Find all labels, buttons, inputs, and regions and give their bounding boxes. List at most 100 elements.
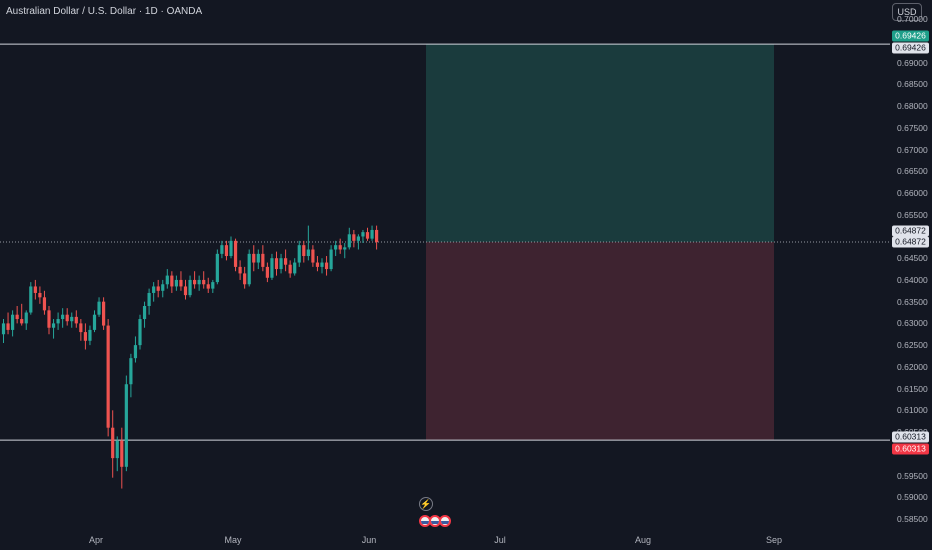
candle-body [233, 240, 238, 267]
candle-body [42, 297, 47, 311]
candle-body [256, 253, 260, 263]
price-tick-label: 0.59500 [897, 470, 928, 481]
month-label-apr: Apr [88, 535, 104, 545]
candle-body [215, 253, 219, 283]
price-tick-label: 0.64500 [897, 253, 928, 264]
candle-body [161, 284, 165, 291]
candle-body [24, 312, 28, 324]
candle-body [79, 323, 83, 333]
candle-body [243, 273, 247, 285]
candle-body [288, 264, 292, 274]
candle-body [375, 229, 379, 243]
candle-body [74, 316, 78, 324]
candle-body [311, 249, 315, 263]
candle-body [279, 258, 283, 270]
candle-body [347, 234, 351, 248]
candle-body [65, 314, 69, 322]
candle-body [33, 286, 37, 293]
candle-body [1, 323, 6, 335]
stop-level-tag: 0.60313 [892, 431, 929, 443]
candle-body [224, 245, 229, 257]
candle-body [56, 319, 60, 324]
price-tick-label: 0.67000 [897, 144, 928, 155]
loss-zone [426, 242, 774, 441]
candle-body [51, 323, 56, 328]
flag-icon[interactable] [439, 515, 451, 527]
candle-body [111, 427, 115, 459]
candle-body [97, 301, 101, 315]
price-tick-label: 0.63500 [897, 296, 928, 307]
candle-body [329, 249, 333, 270]
candle-body [361, 232, 365, 237]
candle-body [174, 279, 178, 287]
price-tick-label: 0.61500 [897, 383, 928, 394]
candle-body [170, 275, 174, 287]
month-label-may: May [224, 535, 242, 545]
candle-body [302, 245, 306, 257]
candle-body [138, 319, 142, 346]
candle-body [238, 266, 242, 274]
month-label-sep: Sep [765, 535, 783, 545]
candle-body [133, 345, 138, 359]
candle-body [220, 245, 224, 254]
candle-body [343, 247, 347, 250]
target-level-tag: 0.69426 [892, 42, 929, 54]
profit-zone [426, 44, 774, 243]
lightning-icon[interactable]: ⚡ [419, 497, 433, 511]
price-tick-label: 0.59000 [897, 492, 928, 503]
candle-body [179, 279, 183, 287]
candle-body [115, 440, 119, 459]
currency-button[interactable]: USD [892, 3, 922, 21]
price-tick-label: 0.61000 [897, 405, 928, 416]
price-tick-label: 0.62000 [897, 361, 928, 372]
candle-body [38, 292, 42, 298]
candle-body [188, 279, 192, 296]
candle-body [211, 282, 215, 289]
price-tick-label: 0.67500 [897, 122, 928, 133]
candle-body [6, 323, 10, 330]
candle-body [102, 301, 106, 326]
price-tick-label: 0.64000 [897, 274, 928, 285]
candle-body [15, 314, 19, 320]
candle-body [270, 258, 274, 278]
candle-body [252, 253, 256, 263]
entry-price-tag: 0.64872 [892, 225, 929, 237]
candle-body [197, 279, 201, 285]
candle-body [265, 266, 269, 278]
candle-body [147, 292, 151, 307]
candle-body [29, 286, 33, 313]
candle-body [83, 332, 87, 341]
candle-body [334, 245, 338, 250]
candle-body [20, 319, 24, 324]
candle-body [206, 284, 210, 289]
price-tick-label: 0.69000 [897, 57, 928, 68]
price-tick-label: 0.66000 [897, 188, 928, 198]
candle-body [11, 314, 15, 330]
candle-body [61, 314, 65, 320]
candle-body [120, 440, 124, 467]
candle-body [338, 245, 342, 250]
price-tick-label: 0.63000 [897, 318, 928, 329]
candle-body [229, 240, 233, 257]
candle-body [156, 286, 160, 291]
price-tick-label: 0.70000 [897, 14, 928, 25]
candle-body [324, 262, 329, 270]
price-tick-label: 0.68500 [897, 79, 928, 90]
candle-body [284, 258, 288, 265]
candle-body [261, 253, 265, 267]
candle-body [183, 286, 188, 296]
candle-body [202, 279, 206, 285]
candle-body [92, 314, 97, 330]
month-label-jun: Jun [361, 535, 377, 545]
candle-body [88, 329, 92, 341]
price-tick-label: 0.66500 [897, 166, 928, 177]
symbol-title[interactable]: Australian Dollar / U.S. Dollar · 1D · O… [6, 6, 203, 17]
candle-body [124, 384, 128, 467]
candle-body [70, 316, 74, 322]
candle-body [320, 262, 324, 267]
stop-price-tag: 0.60313 [892, 443, 929, 455]
candle-body [106, 325, 110, 428]
target-price-tag: 0.69426 [892, 30, 929, 42]
flag-events-icon[interactable] [419, 515, 451, 527]
